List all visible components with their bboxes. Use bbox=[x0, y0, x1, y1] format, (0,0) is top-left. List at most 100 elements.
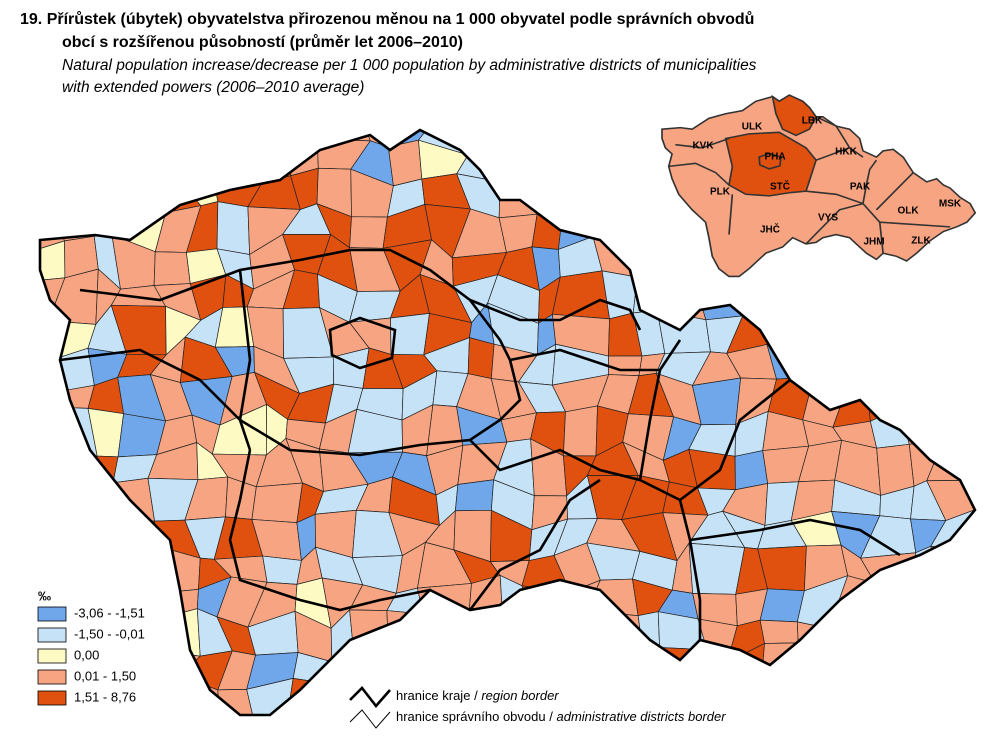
district bbox=[994, 444, 1000, 490]
district bbox=[421, 613, 468, 662]
district bbox=[519, 643, 574, 694]
district bbox=[47, 173, 96, 210]
district bbox=[79, 540, 121, 591]
district bbox=[153, 251, 191, 286]
inset-label: JHČ bbox=[760, 223, 780, 236]
district bbox=[964, 614, 975, 661]
district bbox=[40, 341, 57, 395]
inset-label: VYS bbox=[818, 213, 838, 224]
district bbox=[974, 479, 975, 511]
district bbox=[935, 643, 974, 699]
district bbox=[248, 130, 297, 145]
district bbox=[452, 732, 502, 740]
title-en-1: Natural population increase/decrease per… bbox=[62, 57, 757, 74]
district bbox=[47, 143, 92, 175]
district bbox=[656, 236, 693, 284]
district bbox=[805, 243, 844, 272]
title-cs-2: obcí s rozšířenou působností (průměr let… bbox=[62, 34, 463, 51]
district bbox=[194, 130, 217, 157]
legend-label: 0,01 - 1,50 bbox=[74, 668, 136, 683]
district bbox=[463, 130, 503, 156]
district bbox=[118, 517, 155, 561]
district bbox=[284, 724, 318, 740]
district bbox=[832, 659, 867, 700]
district bbox=[53, 541, 95, 592]
district bbox=[587, 130, 638, 143]
district bbox=[760, 683, 801, 715]
district bbox=[317, 679, 361, 715]
district bbox=[40, 143, 53, 181]
district bbox=[760, 722, 811, 740]
district bbox=[63, 473, 95, 531]
district bbox=[467, 574, 504, 632]
district bbox=[727, 683, 772, 715]
legend-label: -1,50 - -0,01 bbox=[74, 626, 145, 641]
district bbox=[40, 130, 60, 154]
district bbox=[865, 130, 916, 147]
district bbox=[246, 677, 294, 715]
district bbox=[598, 642, 644, 688]
region-borders bbox=[38, 128, 977, 717]
district bbox=[891, 278, 942, 326]
district bbox=[624, 199, 670, 255]
district bbox=[796, 621, 840, 661]
district bbox=[40, 514, 66, 554]
district bbox=[865, 609, 915, 664]
inset-label: STČ bbox=[770, 180, 790, 193]
district bbox=[895, 337, 936, 387]
district bbox=[423, 722, 467, 740]
inset-label: PLK bbox=[710, 187, 731, 198]
legend-swatch bbox=[37, 606, 67, 622]
district bbox=[960, 247, 975, 279]
district bbox=[96, 680, 134, 715]
inset-label: ULK bbox=[742, 122, 763, 133]
district bbox=[893, 682, 944, 714]
district bbox=[734, 450, 769, 491]
district bbox=[796, 270, 844, 319]
district bbox=[562, 173, 608, 213]
district bbox=[148, 608, 201, 657]
district bbox=[600, 681, 644, 715]
district bbox=[760, 642, 801, 694]
district bbox=[940, 681, 975, 715]
district bbox=[995, 551, 1000, 586]
district bbox=[179, 725, 234, 740]
district bbox=[40, 451, 65, 490]
district bbox=[112, 726, 165, 740]
district bbox=[40, 173, 52, 210]
district bbox=[796, 684, 840, 715]
district bbox=[929, 380, 975, 416]
inset-label: KVK bbox=[692, 141, 714, 152]
district bbox=[212, 144, 263, 184]
district bbox=[762, 268, 810, 317]
district bbox=[220, 719, 253, 740]
district bbox=[211, 130, 262, 156]
district bbox=[996, 677, 1000, 727]
legend: -3,06 - -1,51 -1,50 - -0,01 0,00 0,01 - 1,5… bbox=[37, 605, 145, 706]
district bbox=[832, 254, 872, 288]
district bbox=[417, 642, 469, 691]
district bbox=[928, 410, 970, 454]
district bbox=[995, 102, 1000, 145]
district bbox=[571, 643, 602, 691]
district bbox=[454, 479, 495, 512]
district bbox=[828, 609, 879, 664]
district bbox=[486, 130, 536, 141]
district bbox=[659, 204, 698, 246]
district bbox=[460, 642, 506, 686]
district bbox=[930, 591, 965, 630]
district bbox=[974, 509, 975, 555]
legend-swatch bbox=[37, 627, 67, 643]
district bbox=[187, 138, 217, 191]
district bbox=[996, 648, 1000, 681]
district bbox=[116, 175, 167, 214]
district bbox=[832, 684, 865, 715]
district bbox=[350, 647, 401, 681]
district bbox=[288, 130, 325, 145]
district bbox=[40, 577, 55, 632]
district bbox=[251, 482, 303, 524]
inset-label: ZLK bbox=[911, 236, 931, 247]
district bbox=[518, 130, 576, 141]
district bbox=[963, 380, 975, 416]
